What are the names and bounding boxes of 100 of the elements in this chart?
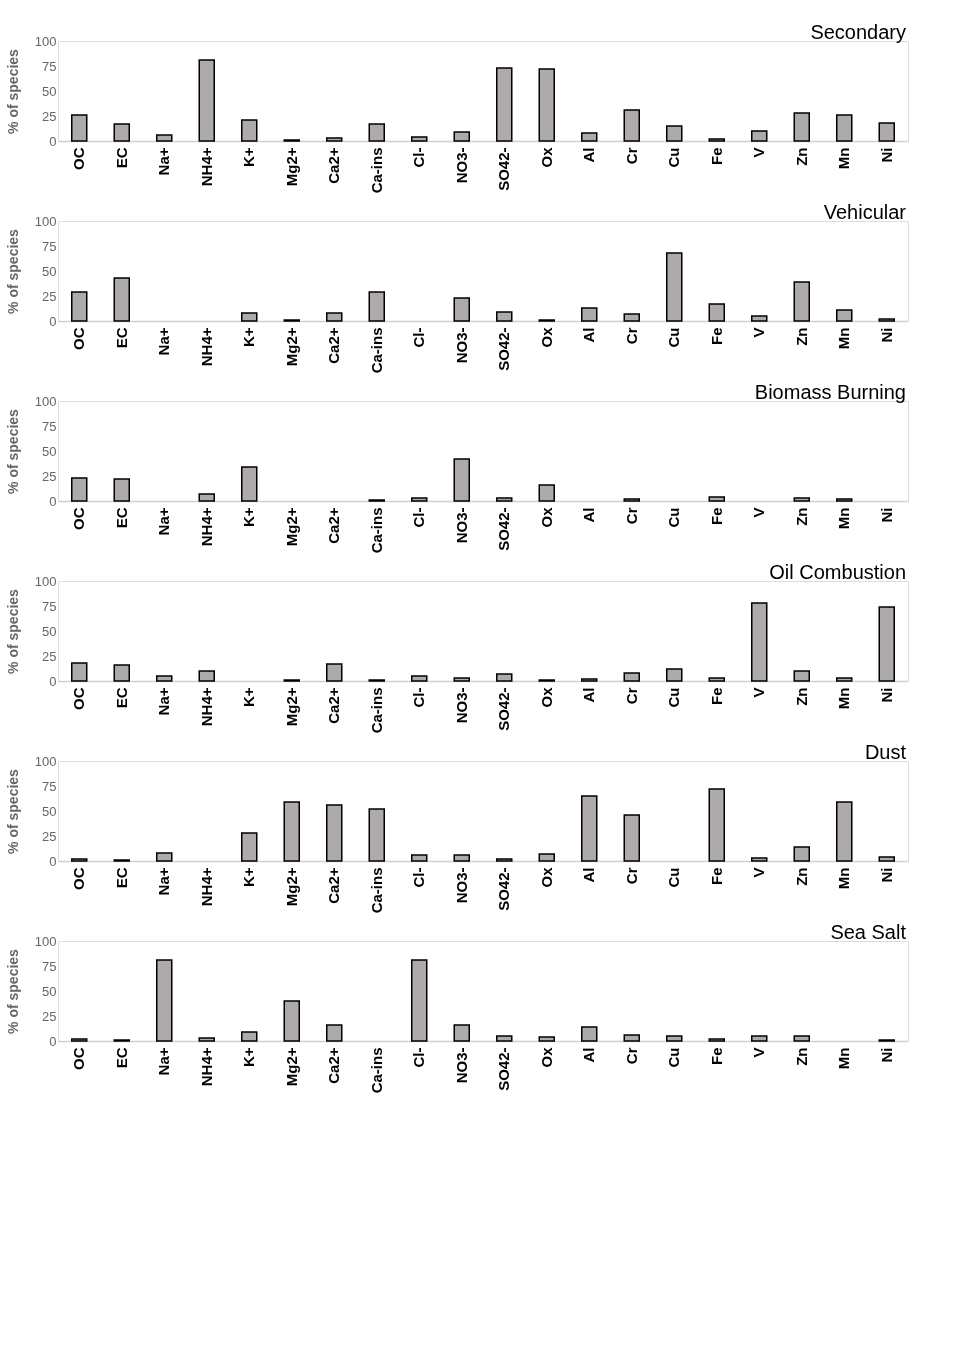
x-tick-label: NO3- (452, 867, 470, 904)
x-tick-label: OC (70, 687, 88, 710)
bar (836, 309, 853, 322)
bar (71, 291, 88, 322)
bar (496, 858, 513, 862)
chart-title: Dust (864, 741, 907, 763)
x-tick-label: Ca-ins (367, 867, 385, 914)
y-tick-label: 25 (42, 828, 57, 844)
bar (581, 678, 598, 682)
y-tick-label: 0 (49, 313, 57, 329)
y-tick-label: 25 (42, 108, 57, 124)
bar (623, 313, 640, 322)
bar (666, 125, 683, 142)
bar (326, 312, 343, 322)
bar (538, 853, 555, 862)
x-tick-label: OC (70, 867, 88, 890)
x-tick-label: NO3- (452, 147, 470, 184)
y-tick-label: 50 (42, 263, 57, 279)
x-tick-label: Fe (707, 327, 725, 346)
bar (623, 672, 640, 682)
x-tick-label: Ox (537, 146, 555, 168)
x-tick-label: Mn (835, 687, 853, 710)
bar (156, 959, 173, 1042)
x-tick-label: Al (580, 867, 598, 883)
x-tick-label: NH4+ (197, 1047, 215, 1087)
x-tick-label: Ox (537, 686, 555, 708)
y-tick-label: 100 (34, 33, 57, 49)
x-tick-label: Cr (622, 687, 640, 705)
bar (283, 801, 300, 862)
bar (283, 1000, 300, 1042)
x-tick-label: Na+ (155, 1047, 173, 1076)
bar (241, 466, 258, 502)
bar (708, 496, 725, 502)
y-axis-title: % of species (4, 228, 21, 314)
bar (453, 131, 470, 142)
x-tick-label: V (750, 687, 768, 698)
bar (71, 662, 88, 682)
x-tick-label: Cr (622, 147, 640, 165)
chart-title: Sea Salt (830, 921, 907, 943)
x-tick-label: Al (580, 147, 598, 163)
y-tick-label: 100 (34, 753, 57, 769)
y-tick-label: 75 (42, 958, 57, 974)
x-tick-label: Al (580, 1047, 598, 1063)
bar (623, 109, 640, 142)
x-tick-label: Zn (792, 147, 810, 166)
bar (793, 281, 810, 322)
bar (708, 788, 725, 862)
x-tick-label: Cu (665, 327, 683, 348)
x-tick-label: SO42- (495, 507, 513, 551)
bar (71, 114, 88, 142)
x-tick-label: OC (70, 1047, 88, 1070)
x-tick-label: NO3- (452, 687, 470, 724)
x-tick-label: Ni (877, 327, 895, 343)
x-tick-label: Al (580, 687, 598, 703)
bar (666, 1035, 683, 1042)
x-tick-label: Cu (665, 1047, 683, 1068)
bar (411, 959, 428, 1042)
x-tick-label: Cu (665, 867, 683, 888)
bar (581, 795, 598, 862)
bar (71, 858, 88, 862)
x-tick-label: Fe (707, 867, 725, 886)
bar (241, 312, 258, 322)
y-axis-title: % of species (4, 948, 21, 1034)
x-tick-label: Ca-ins (367, 1047, 385, 1094)
bar (538, 484, 555, 502)
bar (198, 59, 215, 142)
x-tick-label: Mn (835, 1047, 853, 1070)
bar (836, 498, 853, 502)
x-tick-label: Cr (622, 507, 640, 525)
bar (496, 1035, 513, 1042)
y-tick-label: 75 (42, 58, 57, 74)
x-tick-label: Fe (707, 1047, 725, 1066)
x-tick-label: Ca2+ (325, 1047, 343, 1084)
x-tick-label: Na+ (155, 867, 173, 896)
x-tick-label: K+ (240, 687, 258, 708)
x-tick-label: NO3- (452, 507, 470, 544)
bar (156, 675, 173, 682)
x-tick-label: Zn (792, 867, 810, 886)
x-tick-label: Mn (835, 507, 853, 530)
x-tick-label: OC (70, 147, 88, 170)
x-tick-label: Cu (665, 147, 683, 168)
x-tick-label: Ni (877, 867, 895, 883)
y-axis-title: % of species (4, 588, 21, 674)
bar (581, 307, 598, 322)
x-tick-label: Mg2+ (282, 687, 300, 727)
bar (368, 808, 385, 862)
x-tick-label: SO42- (495, 867, 513, 911)
y-axis-title: % of species (4, 48, 21, 134)
y-axis-title: % of species (4, 408, 21, 494)
y-tick-label: 100 (34, 393, 57, 409)
x-tick-label: Ca-ins (367, 687, 385, 734)
x-tick-label: Cl- (410, 687, 428, 708)
y-tick-label: 50 (42, 983, 57, 999)
bar (326, 137, 343, 142)
y-tick-label: 100 (34, 213, 57, 229)
y-tick-label: 100 (34, 933, 57, 949)
bar (581, 1026, 598, 1042)
chart-title: Biomass Burning (754, 381, 906, 403)
x-tick-label: K+ (240, 867, 258, 888)
bar (198, 670, 215, 682)
